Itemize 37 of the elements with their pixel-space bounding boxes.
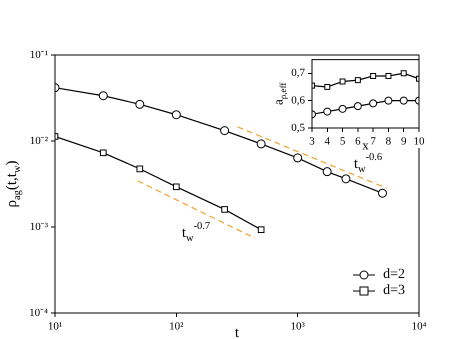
x-tick-label: 6 (355, 135, 362, 148)
x-axis-title: x (362, 137, 370, 152)
legend-label: d=3 (383, 283, 405, 299)
y-tick-label: 0,7 (291, 67, 306, 80)
y-axis-title: aρ,eff (270, 82, 288, 106)
point (384, 96, 392, 105)
point (400, 70, 407, 76)
x-tick-label: 9 (400, 135, 407, 148)
point (324, 84, 330, 90)
y-tick-label: 10⁻³ (30, 220, 49, 233)
y-tick-label: 10⁻¹ (30, 48, 48, 61)
x-tick-label: 3 (309, 135, 316, 148)
x-tick-label: 10¹ (48, 320, 62, 332)
y-axis-title: ρag(t,tw) (4, 160, 23, 208)
x-tick-label: 10² (169, 320, 184, 332)
point (369, 99, 378, 108)
x-tick-label: 10⁴ (412, 320, 427, 332)
y-tick-label: 10⁻² (30, 134, 49, 147)
x-tick-label: 8 (386, 135, 392, 148)
point (338, 104, 347, 113)
point (385, 73, 392, 79)
x-tick-label: 5 (340, 135, 346, 148)
point (400, 96, 408, 105)
point (370, 73, 376, 79)
legend-label: d=2 (383, 267, 405, 283)
x-axis-title: t (234, 324, 240, 339)
x-tick-label: 10³ (290, 320, 306, 332)
y-tick-label: 0,6 (291, 94, 306, 107)
point (340, 78, 346, 84)
x-tick-label: 10 (414, 135, 425, 148)
point (323, 108, 332, 116)
point (354, 77, 361, 84)
y-tick-label: 0,5 (291, 122, 306, 134)
x-tick-label: 7 (370, 135, 376, 148)
x-tick-label: 4 (324, 135, 331, 148)
point (354, 102, 362, 110)
y-tick-label: 10⁻⁴ (29, 306, 48, 319)
